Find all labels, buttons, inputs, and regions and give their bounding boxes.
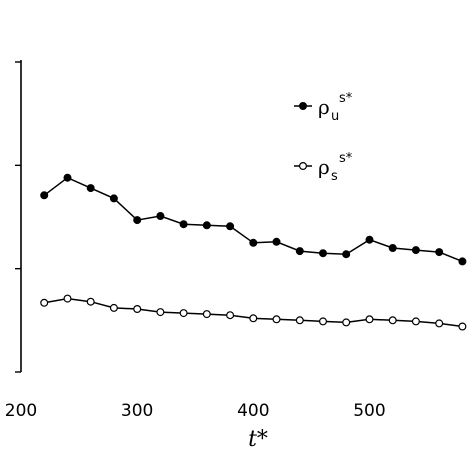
- legend-marker: [299, 101, 308, 110]
- series-layer: [40, 173, 467, 331]
- data-point: [226, 222, 235, 231]
- data-point: [295, 247, 304, 256]
- x-tick-label: 200: [5, 401, 37, 421]
- data-point: [40, 191, 49, 200]
- data-point: [435, 248, 444, 257]
- legend-label: ρ: [318, 95, 330, 119]
- series-line-u: [43, 176, 463, 263]
- data-point: [458, 257, 467, 266]
- legend-marker: [299, 162, 308, 171]
- data-point: [40, 298, 49, 307]
- data-point: [365, 315, 374, 324]
- legend-subscript: u: [331, 109, 339, 124]
- data-point: [63, 294, 72, 303]
- data-point: [319, 249, 328, 258]
- data-point: [411, 246, 420, 255]
- data-point: [272, 237, 281, 246]
- legend-label: ρ: [318, 155, 330, 179]
- data-point: [202, 310, 211, 319]
- data-point: [411, 317, 420, 326]
- data-point: [319, 317, 328, 326]
- data-point: [202, 221, 211, 230]
- x-tick-label: 300: [121, 401, 153, 421]
- legend-superscript: s*: [339, 151, 353, 166]
- data-point: [133, 216, 142, 225]
- data-point: [342, 250, 351, 259]
- data-point: [388, 316, 397, 325]
- data-point: [179, 309, 188, 318]
- legend: ρ us*ρ ss*: [294, 91, 353, 184]
- data-point: [249, 238, 258, 247]
- data-point: [86, 297, 95, 306]
- legend-superscript: s*: [339, 91, 353, 106]
- x-tick-label: 500: [353, 401, 385, 421]
- data-point: [388, 244, 397, 253]
- data-point: [342, 318, 351, 327]
- data-point: [295, 316, 304, 325]
- axes: 200 300 400 500: [5, 60, 386, 421]
- data-point: [156, 212, 165, 221]
- series-line-s: [44, 297, 463, 328]
- data-point: [63, 173, 72, 182]
- data-point: [365, 235, 374, 244]
- data-point: [435, 319, 444, 328]
- legend-subscript: s: [331, 169, 338, 184]
- data-point: [249, 314, 258, 323]
- data-point: [272, 315, 281, 324]
- x-tick-label: 400: [237, 401, 269, 421]
- x-axis-label: t*: [248, 427, 268, 452]
- data-point: [133, 305, 142, 314]
- data-point: [109, 303, 118, 312]
- data-point: [109, 194, 118, 203]
- data-point: [86, 184, 95, 193]
- data-point: [179, 220, 188, 229]
- data-point: [156, 308, 165, 317]
- data-point: [226, 311, 235, 320]
- data-point: [458, 322, 467, 331]
